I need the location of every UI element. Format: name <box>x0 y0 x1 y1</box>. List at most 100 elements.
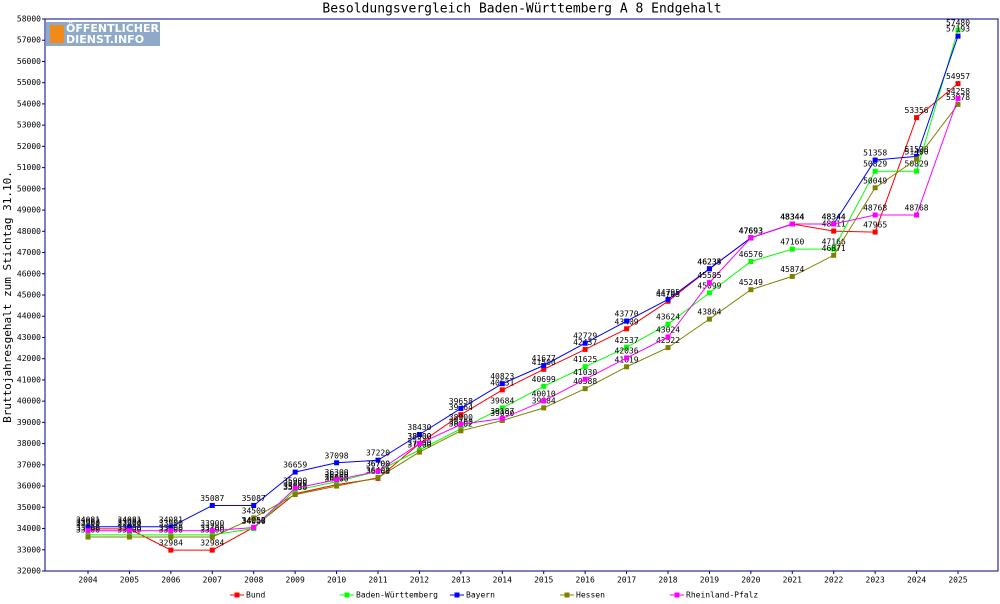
legend-label: Hessen <box>576 591 605 600</box>
x-tick-label: 2021 <box>783 576 802 585</box>
data-label: 33700 <box>200 523 224 532</box>
point <box>789 221 795 227</box>
point <box>872 229 878 235</box>
point <box>334 477 340 483</box>
data-label: 34500 <box>242 506 266 515</box>
data-label: 46235 <box>697 257 721 266</box>
x-tick-label: 2010 <box>327 576 346 585</box>
y-tick-label: 46000 <box>17 269 41 278</box>
data-label: 36200 <box>325 470 349 479</box>
data-label: 32984 <box>200 539 224 548</box>
x-tick-label: 2007 <box>203 576 222 585</box>
data-label: 45249 <box>739 278 763 287</box>
legend-marker <box>454 592 460 598</box>
point <box>955 33 961 39</box>
legend-marker <box>674 592 680 598</box>
data-label: 40699 <box>532 375 556 384</box>
x-tick-label: 2004 <box>78 576 97 585</box>
point <box>168 528 174 534</box>
point <box>582 340 588 346</box>
data-label: 39658 <box>449 397 473 406</box>
point <box>334 460 340 466</box>
x-tick-label: 2018 <box>658 576 677 585</box>
data-label: 45585 <box>697 271 721 280</box>
point <box>85 528 91 534</box>
data-label: 38430 <box>407 423 431 432</box>
point <box>748 287 754 293</box>
data-label: 35087 <box>242 494 266 503</box>
point <box>831 252 837 258</box>
point <box>914 156 920 162</box>
y-tick-label: 45000 <box>17 291 41 300</box>
data-label: 35087 <box>200 494 224 503</box>
legend-marker <box>344 592 350 598</box>
data-label: 48768 <box>905 204 929 213</box>
point <box>458 405 464 411</box>
x-tick-label: 2016 <box>576 576 595 585</box>
data-label: 38900 <box>449 413 473 422</box>
point <box>706 316 712 322</box>
x-tick-label: 2014 <box>493 576 512 585</box>
data-label: 50829 <box>863 160 887 169</box>
legend-marker <box>234 592 240 598</box>
data-label: 43624 <box>656 313 680 322</box>
point <box>706 290 712 296</box>
data-label: 35900 <box>283 477 307 486</box>
point <box>582 376 588 382</box>
point <box>624 364 630 370</box>
point <box>416 441 422 447</box>
data-label: 44795 <box>656 288 680 297</box>
logo-box <box>46 22 160 46</box>
y-tick-label: 55000 <box>17 78 41 87</box>
point <box>955 101 961 107</box>
point <box>499 405 505 411</box>
data-label: 34081 <box>159 515 183 524</box>
data-label: 43770 <box>615 310 639 319</box>
point <box>748 259 754 265</box>
legend-label: Baden-Württemberg <box>356 591 438 600</box>
point <box>499 381 505 387</box>
point <box>955 81 961 87</box>
y-tick-label: 41000 <box>17 375 41 384</box>
point <box>499 415 505 421</box>
legend-marker <box>564 592 570 598</box>
y-tick-label: 54000 <box>17 99 41 108</box>
point <box>665 321 671 327</box>
point <box>292 469 298 475</box>
data-label: 42729 <box>573 332 597 341</box>
point <box>541 366 547 372</box>
legend-item: Bayern <box>450 591 495 600</box>
data-label: 57480 <box>946 19 970 28</box>
legend-item: Hessen <box>560 591 605 600</box>
data-label: 44705 <box>656 290 680 299</box>
data-label: 46234 <box>697 257 721 266</box>
series: 34081 34081 34081 35087 35087 36659 37098 37220… <box>76 25 970 530</box>
y-tick-label: 35000 <box>17 503 41 512</box>
point <box>706 266 712 272</box>
point <box>209 547 215 553</box>
chart-title: Besoldungsvergleich Baden-Württemberg A … <box>322 2 721 17</box>
data-label: 32984 <box>159 539 183 548</box>
x-tick-label: 2017 <box>617 576 636 585</box>
point <box>872 168 878 174</box>
data-label: 37220 <box>366 449 390 458</box>
data-label: 46871 <box>822 244 846 253</box>
data-label: 47693 <box>739 226 763 235</box>
point <box>209 528 215 534</box>
logo-text: DIENST.INFO <box>66 33 144 46</box>
data-label: 34050 <box>242 516 266 525</box>
point <box>624 344 630 350</box>
point <box>126 534 132 540</box>
legend-item: Bund <box>230 591 265 600</box>
y-tick-label: 50000 <box>17 184 41 193</box>
point <box>251 524 257 530</box>
point <box>126 528 132 534</box>
x-tick-label: 2006 <box>161 576 180 585</box>
data-label: 48344 <box>780 213 804 222</box>
data-label: 42537 <box>615 336 639 345</box>
y-tick-label: 40000 <box>17 397 41 406</box>
point <box>955 27 961 33</box>
point <box>872 157 878 163</box>
y-tick-label: 48000 <box>17 227 41 236</box>
